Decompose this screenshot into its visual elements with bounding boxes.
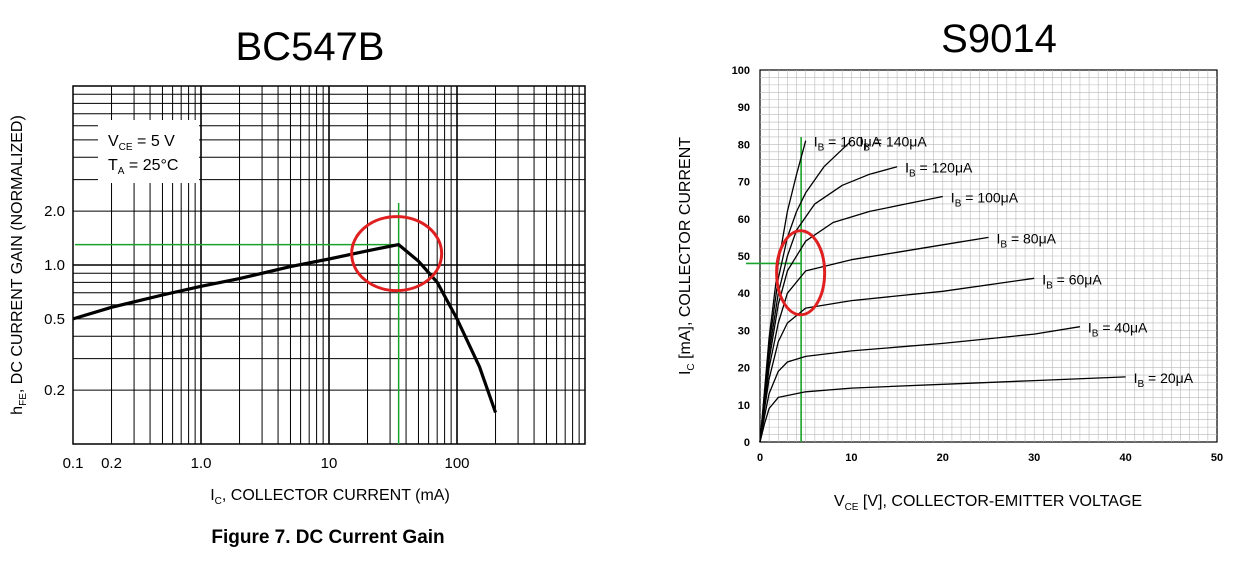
ib-curve-label: IB = 40μA [1088, 320, 1148, 340]
highlight-ellipse [775, 229, 827, 317]
y-axis-label-bc547b: hFE, DC CURRENT GAIN (NORMALIZED) [9, 115, 29, 415]
y-tick-label: 0.2 [44, 382, 65, 399]
highlight-circle [350, 215, 444, 293]
x-tick-label: 0 [757, 452, 763, 464]
conditions-box [98, 120, 199, 183]
y-tick-label: 50 [738, 251, 750, 263]
x-tick-label: 0.2 [101, 455, 122, 472]
y-tick-label: 100 [732, 65, 750, 77]
y-tick-label: 20 [738, 363, 750, 375]
data-s9014: IB = 20μA IB = 40μA IB = 60μA IB = 80μA IB =… [746, 134, 1194, 443]
x-tick-label: 50 [1211, 452, 1223, 464]
y-tick-label: 1.0 [44, 257, 65, 274]
ib-curve-label: IB = 160μA [814, 134, 882, 154]
y-tick-label: 40 [738, 288, 750, 300]
y-tick-label: 90 [738, 102, 750, 114]
gain-curve [72, 243, 498, 414]
ib-curve [759, 326, 1081, 443]
x-tick-label: 30 [1028, 452, 1040, 464]
x-tick-label: 100 [444, 455, 469, 472]
figure-caption: Figure 7. DC Current Gain [211, 527, 444, 548]
x-axis-label-bc547b: IC, COLLECTOR CURRENT (mA) [210, 487, 450, 507]
chart-bc547b: BC547B VCE = 5 V TA = 25°C 0.1 0.2 1.0 10 10… [9, 25, 586, 548]
chart-title-s9014: S9014 [941, 17, 1057, 61]
ib-curve-label: IB = 100μA [951, 189, 1019, 209]
y-tick-label: 10 [738, 400, 750, 412]
y-tick-label: 2.0 [44, 203, 65, 220]
ib-curve-label: IB = 120μA [905, 160, 973, 180]
y-tick-label: 30 [738, 325, 750, 337]
chart-title-bc547b: BC547B [236, 25, 385, 69]
y-tick-label: 70 [738, 177, 750, 189]
ib-curve-label: IB = 20μA [1134, 370, 1194, 390]
x-tick-label: 1.0 [191, 455, 212, 472]
ib-curve-label: IB = 140μA [859, 134, 927, 154]
ib-curve-label: IB = 80μA [997, 230, 1057, 250]
y-tick-label: 60 [738, 214, 750, 226]
y-tick-label: 0.5 [44, 311, 65, 328]
data-bc547b [72, 203, 498, 444]
x-axis-label-s9014: VCE [V], COLLECTOR-EMITTER VOLTAGE [834, 493, 1142, 513]
x-tick-label: 0.1 [63, 455, 84, 472]
x-tick-label: 40 [1119, 452, 1131, 464]
y-tick-label: 80 [738, 139, 750, 151]
x-tick-label: 20 [937, 452, 949, 464]
ib-curve-label: IB = 60μA [1042, 271, 1102, 291]
chart-s9014: S9014 0 10 20 30 40 500102030405060708090100 … [677, 17, 1223, 513]
x-tick-label: 10 [845, 452, 857, 464]
ticks-s9014: 0 10 20 30 40 50 0 10 20 30 40 50 60 70 80 90 100 [732, 65, 1223, 464]
ib-curve [759, 277, 1035, 443]
x-tick-label: 10 [321, 455, 338, 472]
ib-curve [759, 376, 1126, 443]
y-axis-label-s9014: IC [mA], COLLECTOR CURRENT [677, 137, 697, 375]
condition-ta: TA = 25°C [108, 157, 178, 177]
y-tick-label: 0 [744, 437, 750, 449]
ticks-bc547b: 0.1 0.2 1.0 10 100 0.2 0.5 1.0 2.0 [44, 203, 469, 472]
